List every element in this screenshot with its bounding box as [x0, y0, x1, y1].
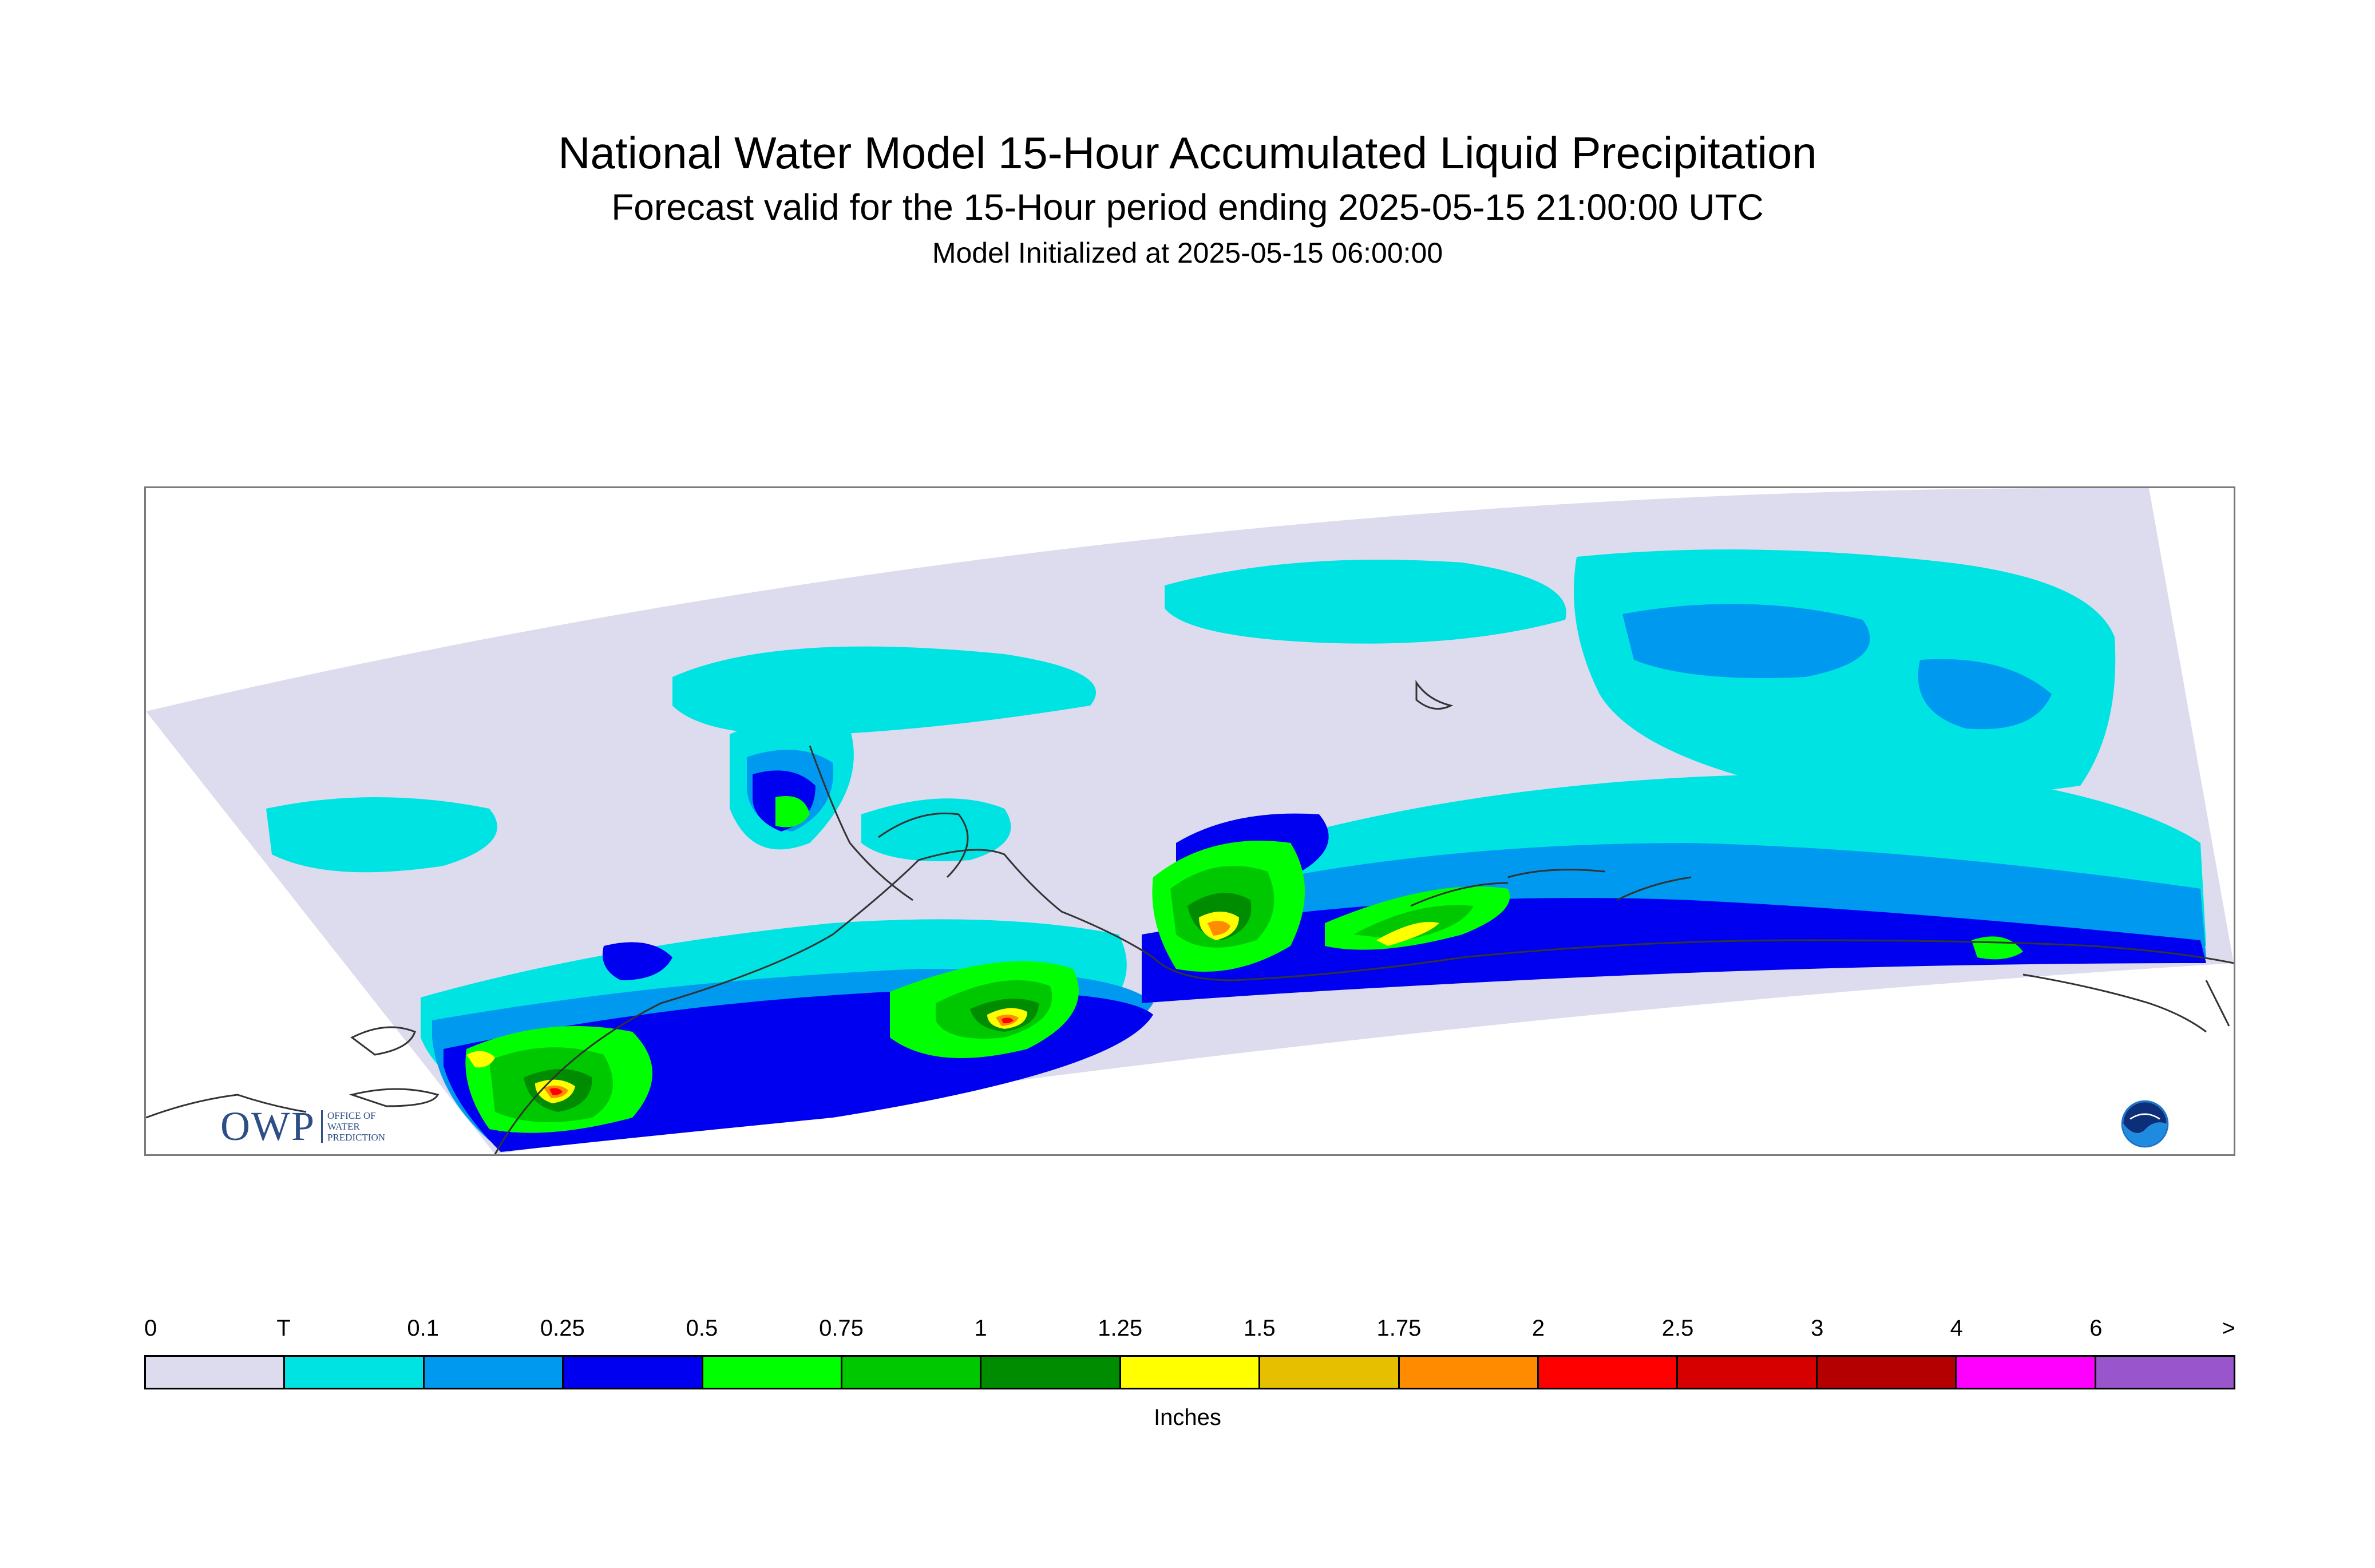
coastline [349, 1088, 440, 1107]
coastline [350, 1026, 416, 1056]
noaa-logo-icon [2121, 1100, 2169, 1148]
precip-area [672, 646, 1096, 735]
colorbar-tick-label: 2.5 [1661, 1316, 1694, 1341]
colorbar-tick-label: 4 [1950, 1316, 1963, 1341]
owp-word: Water [327, 1120, 360, 1132]
owp-logo-words: Office of Water Prediction [321, 1110, 385, 1143]
owp-word: Office of [327, 1110, 376, 1121]
colorbar-segment [1678, 1357, 1818, 1388]
colorbar-segment [1817, 1357, 1957, 1388]
colorbar-units: Inches [1154, 1405, 1221, 1430]
colorbar-segment [1539, 1357, 1679, 1388]
colorbar-tick-label: 2 [1531, 1316, 1545, 1341]
colorbar [144, 1355, 2235, 1389]
coastline [494, 849, 2234, 1154]
owp-logo: OWP Office of Water Prediction [220, 1103, 385, 1149]
coastline [809, 745, 913, 901]
precip-area [1002, 1017, 1014, 1024]
colorbar-tick-label: 6 [2089, 1316, 2103, 1341]
colorbar-tick-label: 0.5 [686, 1316, 718, 1341]
colorbar-segment [1957, 1357, 2096, 1388]
colorbar-tick-label: 1.75 [1376, 1316, 1422, 1341]
owp-word: Prediction [327, 1131, 386, 1143]
precip-area [1622, 604, 1870, 678]
colorbar-segment [703, 1357, 843, 1388]
colorbar-tick-label: > [2222, 1316, 2235, 1341]
precip-area [549, 1088, 563, 1095]
colorbar-segment [1260, 1357, 1400, 1388]
colorbar-segment [146, 1357, 286, 1388]
colorbar-segment [1121, 1357, 1261, 1388]
coastline [2022, 973, 2207, 1033]
colorbar-segment [981, 1357, 1121, 1388]
coastline [1415, 680, 1454, 710]
precip-1-25-areas [466, 912, 1439, 1103]
colorbar-tick-label: 0.1 [407, 1316, 439, 1341]
precipitation-map [146, 488, 2234, 1154]
colorbar-segment [2096, 1357, 2234, 1388]
precip-area [775, 796, 810, 827]
precip-area [1376, 922, 1439, 946]
precip-2-areas [549, 1017, 1014, 1095]
precip-area [1165, 560, 1566, 644]
precip-area [466, 1051, 495, 1068]
chart-title: National Water Model 15-Hour Accumulated… [558, 128, 1817, 178]
coastlines [146, 680, 2234, 1154]
precip-area [266, 797, 497, 873]
colorbar-tick-label: 0 [144, 1316, 157, 1341]
colorbar-tick-label: 0.75 [819, 1316, 864, 1341]
precip-area [1918, 659, 2052, 730]
coastline [1410, 882, 1509, 907]
coastline [878, 812, 969, 878]
precip-area [603, 942, 672, 980]
precip-area [861, 798, 1011, 861]
chart-subtitle: Forecast valid for the 15-Hour period en… [611, 187, 1764, 228]
model-init-time: Model Initialized at 2025-05-15 06:00:00 [932, 237, 1443, 269]
colorbar-tick-label: T [276, 1316, 291, 1341]
coastline [1616, 876, 1692, 901]
colorbar-tick-label: 3 [1811, 1316, 1824, 1341]
colorbar-tick-label: 0.25 [540, 1316, 585, 1341]
owp-logo-letters: OWP [220, 1103, 315, 1149]
coastline [1507, 869, 1606, 878]
coastline [2205, 980, 2230, 1027]
coastline [146, 1094, 307, 1119]
precip-area [1208, 921, 1230, 936]
colorbar-segment [424, 1357, 564, 1388]
colorbar-segment [564, 1357, 703, 1388]
colorbar-segment [842, 1357, 982, 1388]
colorbar-tick-label: 1.25 [1098, 1316, 1143, 1341]
colorbar-labels: 0 T 0.1 0.25 0.5 0.75 1 1.25 1.5 1.75 2 2.5 3 4 6 > [144, 1314, 2235, 1343]
precip-area [1353, 905, 1474, 940]
map-panel: OWP Office of Water Prediction [144, 486, 2235, 1156]
colorbar-segment [285, 1357, 425, 1388]
colorbar-segment [1399, 1357, 1539, 1388]
colorbar-tick-label: 1 [974, 1316, 987, 1341]
colorbar-tick-label: 1.5 [1243, 1316, 1276, 1341]
